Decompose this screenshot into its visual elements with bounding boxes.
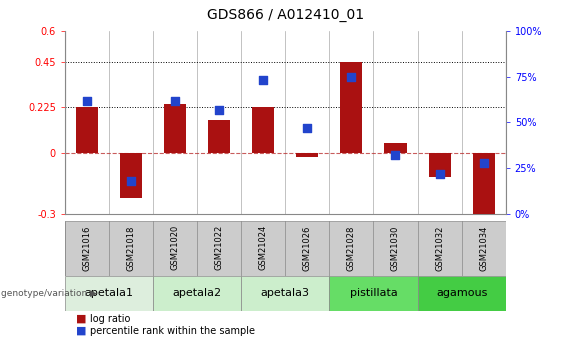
Text: GSM21018: GSM21018 [127,225,136,270]
Text: ■: ■ [76,326,87,335]
Point [303,125,312,131]
Text: ■: ■ [76,314,87,324]
Text: log ratio: log ratio [90,314,131,324]
Bar [428,153,451,177]
Text: genotype/variation ▶: genotype/variation ▶ [1,289,97,298]
Text: apetala3: apetala3 [261,288,310,298]
Text: apetala2: apetala2 [173,288,221,298]
Point [215,107,224,112]
Point [391,152,400,158]
Bar [296,153,318,157]
Point [347,74,356,80]
Text: GSM21016: GSM21016 [82,225,92,270]
Bar [472,153,494,224]
Text: apetala1: apetala1 [85,288,133,298]
Text: GSM21020: GSM21020 [171,225,180,270]
Bar [153,276,241,310]
Text: pistillata: pistillata [350,288,397,298]
Bar [164,104,186,153]
Point [82,98,92,103]
Text: agamous: agamous [436,288,487,298]
Text: GSM21024: GSM21024 [259,225,268,270]
Bar [76,107,98,153]
Text: GSM21022: GSM21022 [215,225,224,270]
Bar [340,61,363,153]
Text: percentile rank within the sample: percentile rank within the sample [90,326,255,335]
Bar [65,276,153,310]
Text: GSM21026: GSM21026 [303,225,312,270]
Text: GDS866 / A012410_01: GDS866 / A012410_01 [207,8,364,22]
Text: GSM21030: GSM21030 [391,225,400,270]
Point [127,178,136,184]
Point [171,98,180,103]
Bar [418,276,506,310]
Point [259,78,268,83]
Point [479,160,488,166]
Bar [329,276,418,310]
Text: GSM21032: GSM21032 [435,225,444,270]
Bar [208,120,231,153]
Point [435,171,444,176]
Text: GSM21034: GSM21034 [479,225,488,270]
Text: GSM21028: GSM21028 [347,225,356,270]
Bar [384,143,406,153]
Bar [120,153,142,198]
Bar [241,276,329,310]
Bar [252,107,275,153]
